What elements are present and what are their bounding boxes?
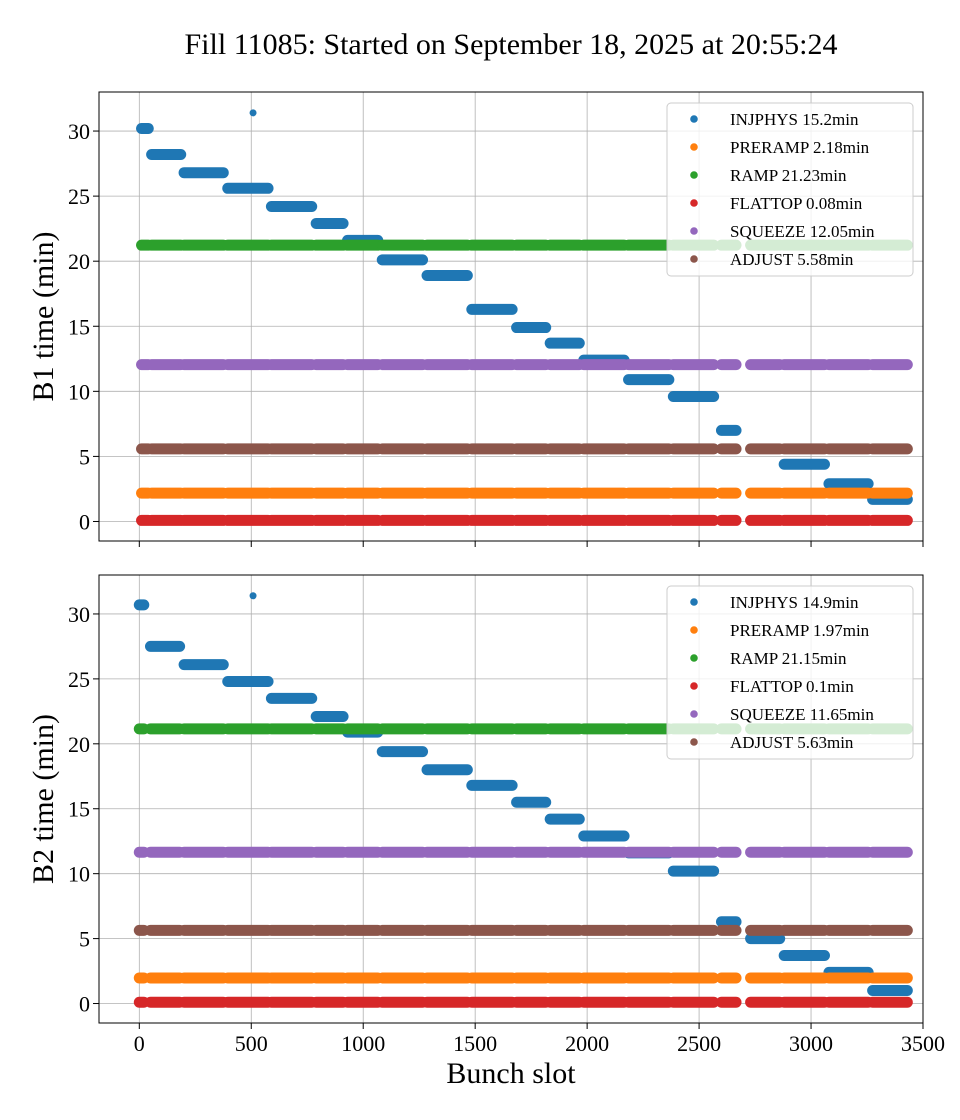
legend-entry: PRERAMP 2.18min [730,138,870,157]
legend-marker [690,598,698,606]
x-tick-label: 2500 [677,1031,721,1056]
y-tick-label: 10 [68,379,90,404]
legend-marker [690,115,698,123]
x-axis-label: Bunch slot [446,1057,576,1090]
legend-marker [690,682,698,690]
legend-entry: PRERAMP 1.97min [730,621,870,640]
legend-marker [690,227,698,235]
legend-box [666,585,914,760]
y-tick-label: 25 [68,184,90,209]
figure-title: Fill 11085: Started on September 18, 202… [185,28,838,61]
legend-entry: ADJUST 5.63min [730,733,854,752]
legend-entry: FLATTOP 0.1min [730,677,854,696]
y-tick-label: 5 [79,444,90,469]
data-point [249,109,257,117]
legend-marker [690,255,698,263]
y-tick-label: 5 [79,927,90,952]
legend-entry: ADJUST 5.58min [730,250,854,269]
legend-marker [690,626,698,634]
legend-entry: FLATTOP 0.08min [730,194,863,213]
panel-b1: 0 5 10 15 20 25 30 B1 time (min) INJPHYS 15.2min… [27,91,924,547]
legend-entry: INJPHYS 15.2min [730,110,859,129]
x-tick-label: 1500 [453,1031,497,1056]
legend-marker [690,710,698,718]
legend-entry: SQUEEZE 12.05min [730,222,875,241]
y-tick-label: 20 [68,732,90,757]
y-tick-label: 15 [68,314,90,339]
y-axis-label: B1 time (min) [27,232,60,402]
axes-frame [98,574,924,1024]
y-tick-label: 30 [68,119,90,144]
axes-frame [98,91,924,542]
legend-marker [690,171,698,179]
y-tick-label: 20 [68,249,90,274]
series-injphys [133,592,913,997]
y-tick-label: 0 [79,509,90,534]
x-tick-label: 2000 [565,1031,609,1056]
data-point [249,592,257,600]
y-tick-label: 10 [68,862,90,887]
y-axis-label: B2 time (min) [27,714,60,884]
legend-entry: RAMP 21.23min [730,166,847,185]
panel-b2: 0 500 1000 1500 2000 2500 3000 3500 0 5 10 15 20 25 30… [27,574,945,1090]
x-tick-label: 3500 [901,1031,945,1056]
legend-box [666,102,914,277]
x-tick-label: 3000 [789,1031,833,1056]
legend-entry: INJPHYS 14.9min [730,593,859,612]
legend-marker [690,143,698,151]
x-tick-label: 1000 [341,1031,385,1056]
legend-marker [690,738,698,746]
legend: INJPHYS 14.9min PRERAMP 1.97min RAMP 21.15… [666,585,914,760]
legend: INJPHYS 15.2min PRERAMP 2.18min RAMP 21.23… [666,102,914,277]
y-tick-label: 25 [68,667,90,692]
x-tick-label: 500 [235,1031,268,1056]
legend-marker [690,199,698,207]
y-tick-label: 15 [68,797,90,822]
y-tick-label: 30 [68,602,90,627]
legend-entry: RAMP 21.15min [730,649,847,668]
legend-entry: SQUEEZE 11.65min [730,705,874,724]
y-tick-label: 0 [79,992,90,1017]
legend-marker [690,654,698,662]
x-tick-label: 0 [134,1031,145,1056]
